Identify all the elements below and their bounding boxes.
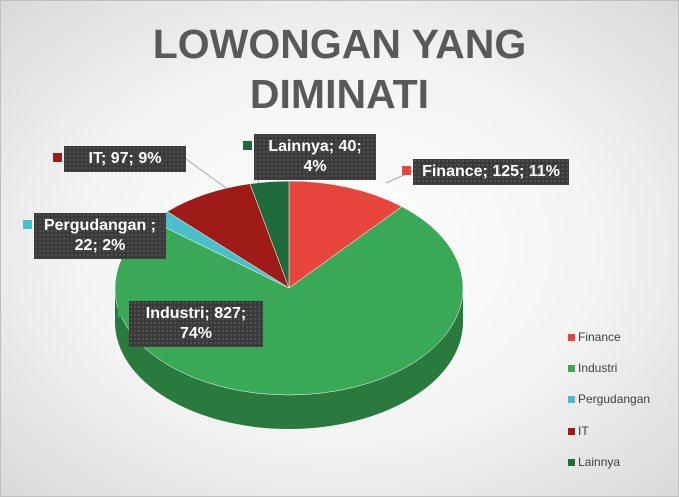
data-label: Industri; 827; 74%	[129, 301, 263, 347]
legend-entry: Lainnya	[568, 455, 620, 469]
data-label: Lainnya; 40; 4%	[254, 134, 376, 180]
legend-label: Lainnya	[578, 454, 621, 469]
data-label: Finance; 125; 11%	[413, 159, 569, 185]
pie-slice	[288, 180, 403, 289]
label-key	[243, 141, 252, 150]
legend-label: Finance	[578, 330, 621, 344]
label-key	[118, 308, 127, 317]
legend-entry: Finance	[568, 330, 621, 344]
label-key	[23, 220, 32, 229]
legend-entry: Pergudangan	[568, 392, 650, 406]
label-key	[53, 153, 62, 162]
legend-swatch	[568, 458, 575, 466]
pie-slice	[114, 206, 464, 396]
label-key	[402, 166, 411, 175]
legend-swatch	[568, 427, 575, 435]
legend-entry: IT	[568, 424, 589, 438]
legend-swatch	[568, 365, 575, 373]
legend-label: Industri	[578, 361, 618, 376]
data-label: Pergudangan ; 22; 2%	[34, 213, 166, 259]
legend-label: Pergudangan	[578, 392, 651, 407]
legend-entry: Industri	[568, 361, 617, 375]
legend-swatch	[568, 396, 575, 404]
pie-slice	[166, 183, 290, 289]
legend-label: IT	[578, 423, 589, 438]
pie-slice	[249, 180, 290, 289]
legend-swatch	[568, 334, 575, 341]
data-label: IT; 97; 9%	[64, 146, 186, 172]
title-text: LOWONGAN YANG DIMINATI	[152, 21, 527, 117]
chart-title: LOWONGAN YANG DIMINATI	[1, 19, 678, 119]
